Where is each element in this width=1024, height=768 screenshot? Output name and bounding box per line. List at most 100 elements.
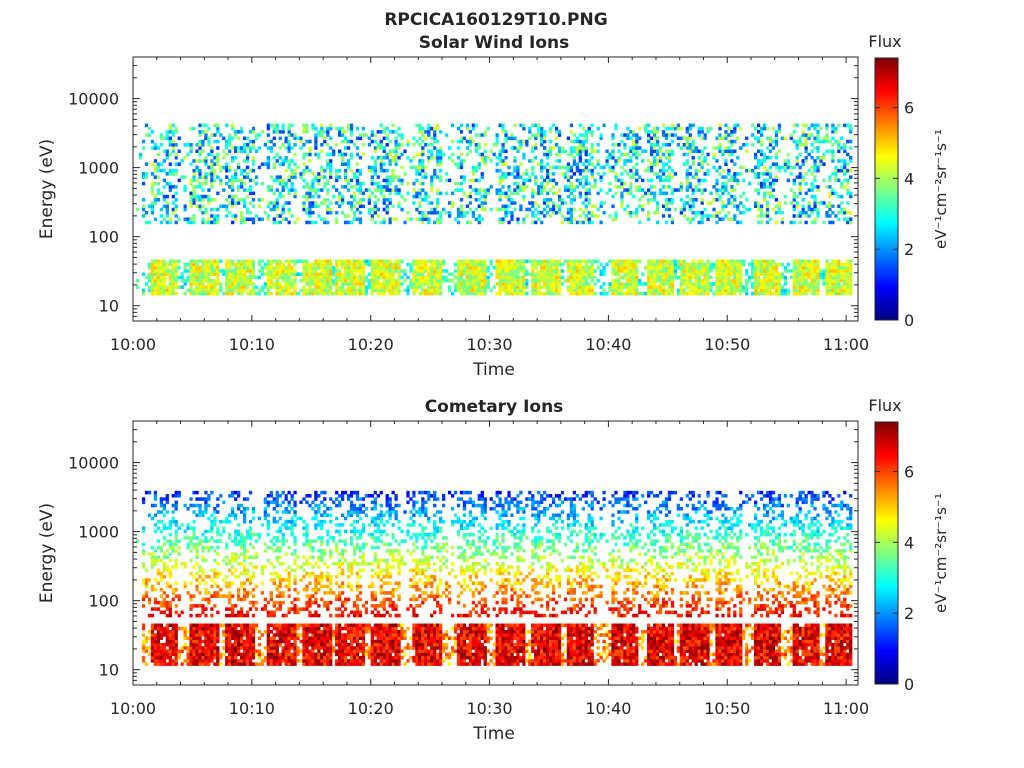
heatmap-cell	[748, 168, 752, 173]
heatmap-cell	[430, 272, 434, 276]
heatmap-cell	[650, 165, 654, 170]
heatmap-cell	[201, 217, 205, 221]
heatmap-cell	[198, 259, 202, 264]
heatmap-cell	[234, 288, 238, 293]
heatmap-cell	[700, 126, 704, 131]
heatmap-cell	[670, 217, 675, 221]
heatmap-cell	[355, 217, 360, 221]
heatmap-cell	[575, 278, 579, 283]
heatmap-cell	[537, 210, 541, 215]
heatmap-cell	[676, 136, 681, 141]
heatmap-cell	[765, 269, 770, 273]
heatmap-cell	[314, 188, 318, 192]
heatmap-cell	[162, 262, 166, 267]
heatmap-cell	[308, 288, 312, 293]
heatmap-cell	[338, 285, 342, 289]
heatmap-cell	[658, 265, 663, 270]
heatmap-cell	[572, 275, 577, 280]
heatmap-cell	[326, 181, 330, 186]
heatmap-cell	[225, 272, 229, 276]
heatmap-cell	[774, 175, 779, 179]
heatmap-cell	[739, 165, 743, 170]
heatmap-cell	[290, 214, 294, 218]
heatmap-cell	[394, 136, 398, 141]
heatmap-cell	[658, 272, 663, 276]
heatmap-cell	[566, 275, 571, 280]
heatmap-cell	[751, 269, 755, 273]
heatmap-cell	[326, 130, 330, 134]
heatmap-cell	[807, 136, 811, 141]
heatmap-cell	[228, 136, 232, 141]
heatmap-cell	[578, 181, 582, 186]
heatmap-cell	[623, 162, 627, 166]
heatmap-cell	[694, 149, 698, 154]
heatmap-cell	[721, 259, 725, 264]
heatmap-cell	[685, 139, 689, 144]
heatmap-cell	[632, 272, 636, 276]
heatmap-cell	[361, 133, 366, 137]
heatmap-cell	[231, 188, 235, 192]
heatmap-cell	[195, 185, 199, 189]
heatmap-cell	[849, 265, 853, 270]
heatmap-cell	[314, 152, 318, 157]
heatmap-cell	[480, 275, 484, 280]
heatmap-cell	[427, 275, 431, 280]
heatmap-cell	[302, 126, 306, 131]
heatmap-cell	[349, 194, 354, 199]
heatmap-cell	[245, 155, 250, 160]
heatmap-cell	[385, 152, 389, 157]
heatmap-cell	[703, 214, 707, 218]
heatmap-cell	[465, 204, 470, 209]
heatmap-cell	[141, 139, 146, 144]
heatmap-cell	[569, 217, 574, 221]
heatmap-cell	[427, 278, 431, 283]
heatmap-cell	[382, 272, 386, 276]
heatmap-cell	[427, 265, 431, 270]
heatmap-cell	[332, 194, 336, 199]
heatmap-cell	[314, 262, 318, 267]
heatmap-cell	[590, 123, 594, 128]
heatmap-cell	[361, 265, 366, 270]
heatmap-cell	[430, 265, 434, 270]
heatmap-cell	[703, 262, 707, 267]
heatmap-cell	[213, 214, 217, 218]
heatmap-cell	[822, 136, 826, 141]
heatmap-cell	[326, 288, 330, 293]
heatmap-cell	[439, 159, 443, 163]
heatmap-cell	[216, 162, 220, 166]
heatmap-cell	[694, 168, 698, 173]
heatmap-cell	[385, 272, 389, 276]
heatmap-cell	[584, 136, 588, 141]
heatmap-cell	[691, 265, 695, 270]
heatmap-cell	[192, 185, 196, 189]
heatmap-cell	[626, 288, 630, 293]
heatmap-cell	[807, 272, 811, 276]
heatmap-cell	[697, 278, 701, 283]
heatmap-cell	[798, 291, 802, 296]
heatmap-cell	[305, 275, 309, 280]
heatmap-cell	[670, 198, 675, 202]
heatmap-cell	[810, 185, 814, 189]
heatmap-cell	[409, 159, 413, 163]
heatmap-cell	[572, 155, 577, 160]
heatmap-cell	[409, 269, 413, 273]
heatmap-cell	[756, 191, 761, 196]
heatmap-cell	[260, 265, 265, 270]
heatmap-cell	[293, 285, 297, 289]
heatmap-cell	[650, 178, 654, 183]
heatmap-cell	[834, 175, 838, 179]
heatmap-cell	[736, 272, 740, 276]
heatmap-cell	[468, 207, 473, 212]
heatmap-cell	[471, 165, 475, 170]
heatmap-cell	[748, 262, 752, 267]
heatmap-cell	[338, 152, 342, 157]
heatmap-cell	[721, 185, 725, 189]
heatmap-cell	[424, 262, 428, 267]
heatmap-cell	[326, 159, 330, 163]
heatmap-cell	[774, 155, 779, 160]
heatmap-cell	[504, 278, 508, 283]
heatmap-cell	[777, 210, 782, 215]
heatmap-cell	[248, 188, 253, 192]
heatmap-cell	[144, 210, 149, 215]
heatmap-cell	[433, 126, 437, 131]
